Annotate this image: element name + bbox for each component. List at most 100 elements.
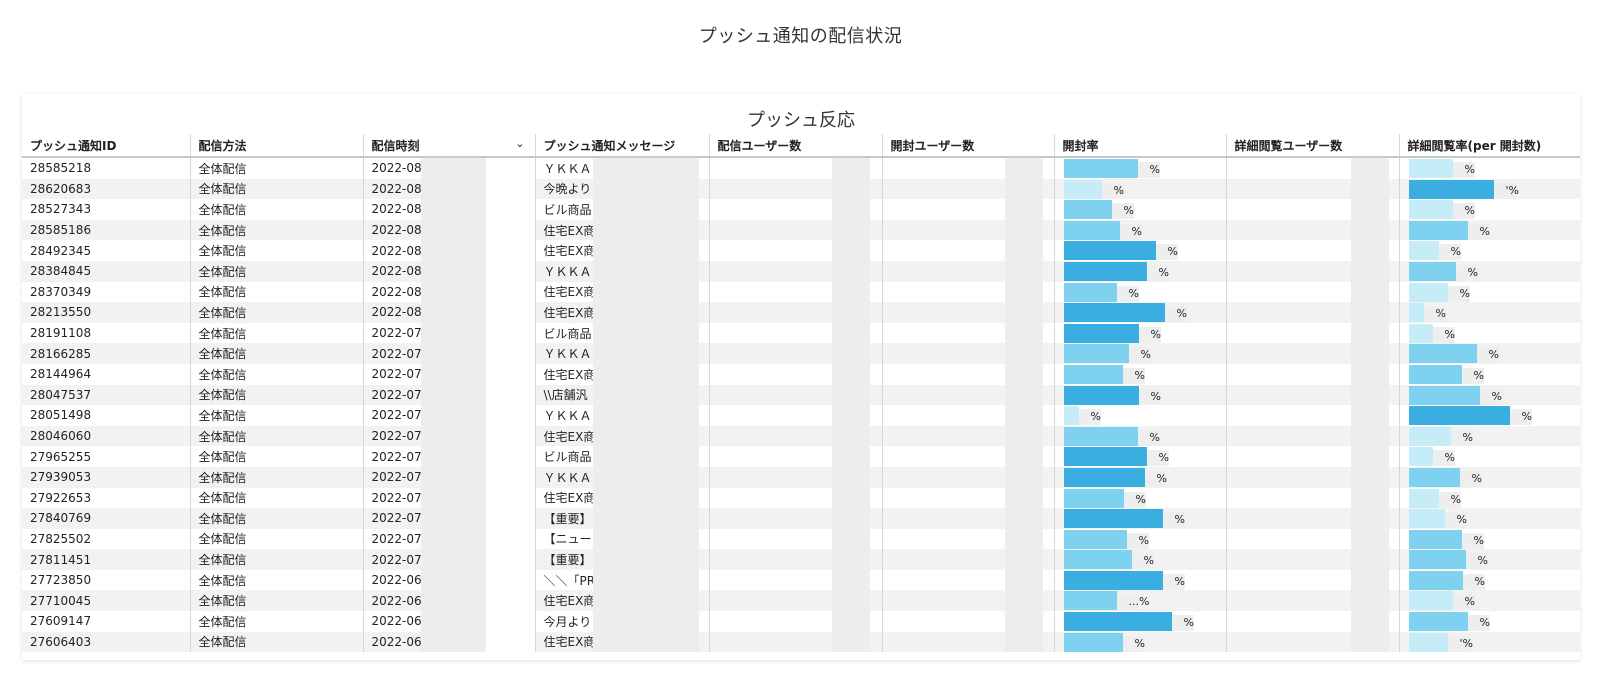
chevron-down-icon[interactable]: ⌄: [515, 137, 525, 150]
column-header-open-rate[interactable]: 開封率: [1054, 134, 1227, 158]
cell-message: ＹＫＫＡ: [535, 466, 710, 488]
redaction-block: [592, 425, 699, 447]
table-row[interactable]: 28191108 全体配信 2022-07-3 ビル商品%%: [22, 322, 1580, 344]
cell-open-rate: %: [1054, 549, 1227, 570]
rate-bar-label-bg: [1122, 635, 1145, 652]
table-row[interactable]: 27811451 全体配信 2022-07-0 【重要】%%: [22, 549, 1580, 570]
cell-time-text: 2022-07-2: [371, 346, 434, 361]
redaction-block: [420, 425, 486, 447]
cell-time: 2022-08-0: [363, 302, 536, 323]
redaction-block: [592, 158, 699, 179]
cell-detail-users: [1226, 199, 1400, 220]
table-row[interactable]: 28213550 全体配信 2022-08-0 住宅EX商%%: [22, 302, 1580, 323]
column-header-opened-users[interactable]: 開封ユーザー数: [882, 134, 1055, 158]
cell-open-rate: %: [1054, 466, 1227, 488]
redaction-block: [420, 384, 486, 406]
table-row[interactable]: 27723850 全体配信 2022-06-2 ＼＼「PR%%: [22, 569, 1580, 591]
rate-percent-label: %: [1464, 595, 1475, 609]
rate-bar: [1063, 426, 1138, 446]
rate-bar-label-bg: [1128, 347, 1151, 364]
cell-id: 28585186: [22, 219, 191, 241]
table-row[interactable]: 28370349 全体配信 2022-08-0 住宅EX商%%: [22, 281, 1580, 303]
rate-bar: [1063, 220, 1120, 240]
cell-time: 2022-07-1: [363, 446, 536, 467]
rate-percent-label: '%: [1505, 183, 1519, 197]
column-header-message[interactable]: プッシュ通知メッセージ: [535, 134, 710, 158]
rate-bar-label-bg: [1138, 388, 1161, 405]
redaction-block: [485, 199, 534, 220]
redaction-block: [831, 611, 870, 632]
rate-percent-label: %: [1491, 389, 1502, 403]
column-header-id[interactable]: プッシュ通知ID: [22, 134, 191, 158]
redaction-block: [1350, 611, 1389, 632]
bar-track: %: [1408, 406, 1559, 426]
redaction-block: [1004, 384, 1043, 406]
rate-bar-label-bg: [1155, 244, 1178, 261]
cell-opened-users: [882, 487, 1055, 509]
cell-time: 2022-08-1: [363, 260, 536, 282]
cell-id: 28384845: [22, 260, 191, 282]
redaction-block: [592, 260, 699, 282]
rate-bar: [1063, 591, 1117, 611]
column-header-delivered-users[interactable]: 配信ユーザー数: [709, 134, 883, 158]
cell-detail-users: [1226, 528, 1400, 550]
table-row[interactable]: 28384845 全体配信 2022-08-1 ＹＫＫＡ%%: [22, 260, 1580, 282]
table-row[interactable]: 28527343 全体配信 2022-08-2 ビル商品%%: [22, 199, 1580, 220]
cell-open-rate: %: [1054, 178, 1227, 200]
rate-bar: [1063, 550, 1132, 570]
column-header-detail-users[interactable]: 詳細閲覧ユーザー数: [1226, 134, 1400, 158]
table-row[interactable]: 27922653 全体配信 2022-07-1 住宅EX商%%: [22, 487, 1580, 509]
cell-method-text: 全体配信: [198, 635, 247, 650]
table-row[interactable]: 27606403 全体配信 2022-06-2 住宅EX商% '%: [22, 631, 1580, 653]
rate-percent-label: %: [1459, 286, 1470, 300]
bar-track: %: [1408, 385, 1559, 405]
cell-method: 全体配信: [190, 343, 364, 364]
rate-percent-label: %: [1158, 265, 1169, 279]
table-row[interactable]: 27825502 全体配信 2022-07-0 【ニュー%%: [22, 528, 1580, 550]
column-header-time[interactable]: 配信時刻 ⌄: [363, 134, 536, 158]
cell-message: ＹＫＫＡ: [535, 343, 710, 364]
rate-bar: [1408, 364, 1462, 384]
cell-delivered-users: [709, 219, 883, 241]
cell-time-text: 2022-08-1: [371, 264, 434, 279]
table-row[interactable]: 27939053 全体配信 2022-07-1 ＹＫＫＡ%%: [22, 466, 1580, 488]
table-row[interactable]: 28585186 全体配信 2022-08-2 住宅EX商%%: [22, 219, 1580, 241]
cell-delivered-users: [709, 157, 883, 179]
redaction-block: [485, 322, 534, 344]
table-row[interactable]: 27710045 全体配信 2022-06-2 住宅EX商...%%: [22, 590, 1580, 612]
cell-detail-users: [1226, 302, 1400, 323]
redaction-block: [420, 549, 486, 570]
rate-bar: [1408, 591, 1453, 611]
table-row[interactable]: 28046060 全体配信 2022-07-2 住宅EX商%%: [22, 425, 1580, 447]
table-row[interactable]: 28051498 全体配信 2022-07-2 ＹＫＫＡ%%: [22, 405, 1580, 426]
table-row[interactable]: 27965255 全体配信 2022-07-1 ビル商品%%: [22, 446, 1580, 467]
table-row[interactable]: 28047537 全体配信 2022-07-2 \\店舗汎%%: [22, 384, 1580, 406]
table-row[interactable]: 27840769 全体配信 2022-07-0 【重要】%%: [22, 508, 1580, 529]
cell-message: 【ニュー: [535, 528, 710, 550]
redaction-block: [592, 590, 699, 612]
table-row[interactable]: 28144964 全体配信 2022-07-2 住宅EX商%%: [22, 363, 1580, 385]
cell-detail-rate: %: [1399, 302, 1580, 323]
rate-bar: [1408, 406, 1510, 426]
rate-percent-label: %: [1135, 492, 1146, 506]
bar-track: %: [1063, 488, 1214, 508]
cell-opened-users: [882, 302, 1055, 323]
table-row[interactable]: 27609147 全体配信 2022-06-2 今月より%%: [22, 611, 1580, 632]
redaction-block: [485, 446, 534, 467]
bar-track: %: [1063, 323, 1214, 343]
table-row[interactable]: 28166285 全体配信 2022-07-2 ＹＫＫＡ%%: [22, 343, 1580, 364]
table-row[interactable]: 28620683 全体配信 2022-08-2 今晩より% '%: [22, 178, 1580, 200]
cell-open-rate: %: [1054, 240, 1227, 261]
table-row[interactable]: 28492345 全体配信 2022-08-1 住宅EX商%%: [22, 240, 1580, 261]
cell-time: 2022-06-2: [363, 631, 536, 653]
cell-detail-rate: %: [1399, 219, 1580, 241]
cell-method-text: 全体配信: [198, 511, 247, 526]
cell-open-rate: %: [1054, 425, 1227, 447]
bar-track: %: [1063, 632, 1214, 652]
cell-id: 27825502: [22, 528, 191, 550]
cell-detail-users: [1226, 569, 1400, 591]
column-header-detail-rate[interactable]: 詳細閲覧率(per 開封数): [1399, 134, 1580, 158]
redaction-block: [592, 569, 699, 591]
table-row[interactable]: 28585218 全体配信 2022-08-2 ＹＫＫＡ%%: [22, 157, 1580, 179]
column-header-method[interactable]: 配信方法: [190, 134, 364, 158]
